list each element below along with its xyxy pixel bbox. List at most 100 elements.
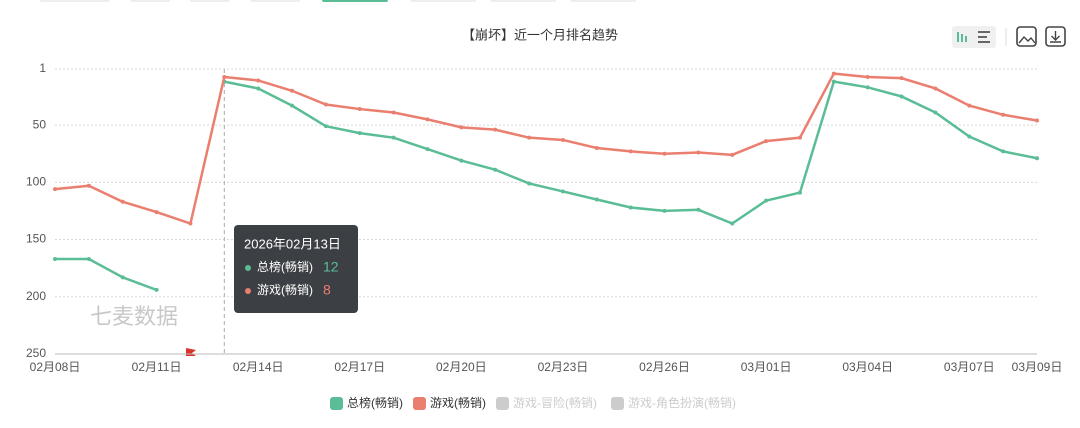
data-point	[154, 210, 159, 215]
data-point	[527, 135, 532, 140]
y-tick-label: 200	[26, 289, 46, 303]
tooltip-box	[234, 225, 358, 313]
data-point	[459, 125, 464, 130]
data-point	[594, 145, 599, 150]
legend-swatch[interactable]	[330, 397, 343, 410]
series-line	[54, 72, 1038, 226]
y-tick-label: 100	[26, 174, 46, 188]
data-point	[391, 135, 396, 140]
y-tick-label: 250	[26, 346, 46, 360]
data-point	[662, 151, 667, 156]
x-tick-label: 02月11日	[132, 360, 182, 374]
legend-swatch[interactable]	[611, 397, 624, 410]
data-point	[865, 75, 870, 80]
data-point	[120, 199, 125, 204]
data-point	[256, 86, 261, 91]
data-point	[256, 78, 261, 83]
x-tick-label: 02月20日	[436, 360, 487, 374]
data-point	[1035, 118, 1039, 123]
tooltip-dot	[245, 288, 251, 294]
event-flag[interactable]	[186, 348, 196, 358]
data-point	[560, 189, 565, 194]
data-point	[290, 103, 295, 108]
data-point	[459, 158, 464, 163]
data-point	[493, 127, 498, 132]
data-point	[797, 135, 802, 140]
legend-label[interactable]: 游戏-冒险(畅销)	[513, 395, 597, 410]
legend-label[interactable]: 游戏(畅销)	[430, 396, 486, 410]
data-point	[730, 152, 735, 157]
legend-label[interactable]: 总榜(畅销)	[347, 395, 403, 410]
data-point	[730, 221, 735, 226]
tooltip-name: 游戏(畅销)	[257, 283, 313, 297]
x-tick-label: 03月04日	[842, 360, 893, 374]
download-icon[interactable]	[1045, 26, 1066, 47]
data-point	[628, 205, 633, 210]
chart-title: 【崩坏】近一个月排名趋势	[462, 27, 618, 42]
x-tick-label: 03月01日	[741, 360, 792, 374]
data-point	[797, 190, 802, 195]
series-line	[55, 80, 1038, 292]
data-point	[899, 94, 904, 99]
x-tick-label: 02月26日	[639, 360, 690, 374]
data-point	[53, 187, 57, 192]
tooltip-value: 12	[323, 259, 339, 275]
x-tick-label: 02月08日	[30, 360, 81, 374]
x-tick-label: 02月23日	[538, 360, 589, 374]
data-point	[628, 149, 633, 154]
y-tick-label: 50	[33, 117, 47, 131]
x-tick-label: 02月17日	[334, 360, 385, 374]
data-point	[527, 181, 532, 186]
data-point	[831, 71, 836, 76]
data-point	[933, 110, 938, 115]
data-point	[120, 275, 125, 280]
data-point	[290, 88, 295, 93]
data-point	[594, 197, 599, 202]
y-tick-label: 150	[26, 232, 46, 246]
data-point	[53, 257, 57, 261]
data-point	[865, 85, 870, 90]
data-point	[831, 79, 836, 84]
legend-label[interactable]: 游戏-角色扮演(畅销)	[628, 395, 736, 410]
data-point	[188, 221, 193, 226]
data-point	[391, 110, 396, 115]
data-point	[696, 207, 701, 212]
watermark: 七麦数据	[90, 304, 178, 329]
data-point	[323, 102, 328, 107]
image-icon[interactable]	[1016, 26, 1037, 47]
data-point	[662, 208, 667, 213]
bar-icon[interactable]	[957, 32, 967, 42]
legend-swatch[interactable]	[413, 397, 426, 410]
data-point	[1001, 112, 1006, 117]
list-icon[interactable]	[978, 31, 990, 43]
data-point	[86, 257, 91, 261]
data-point	[425, 117, 430, 122]
data-point	[899, 76, 904, 81]
data-point	[357, 107, 362, 112]
data-point	[967, 103, 972, 108]
data-point	[696, 150, 701, 155]
data-point	[1001, 149, 1006, 154]
tooltip-name: 总榜(畅销)	[257, 259, 313, 274]
tooltip-dot	[245, 265, 251, 271]
y-tick-label: 1	[39, 61, 46, 75]
x-tick-label: 03月09日	[1012, 360, 1063, 374]
data-point	[1035, 156, 1039, 161]
legend-swatch[interactable]	[496, 397, 509, 410]
x-tick-label: 02月14日	[233, 360, 284, 374]
data-point	[933, 86, 938, 91]
data-point	[967, 134, 972, 139]
tooltip-value: 8	[323, 282, 331, 298]
data-point	[357, 131, 362, 136]
data-point	[560, 137, 565, 142]
data-point	[86, 183, 91, 188]
x-tick-label: 03月07日	[944, 360, 995, 374]
data-point	[493, 167, 498, 172]
top-tabs	[40, 0, 636, 2]
tooltip-title: 2026年02月13日	[244, 236, 341, 251]
data-point	[764, 139, 769, 144]
toolbar[interactable]	[952, 26, 1066, 48]
data-point	[764, 198, 769, 203]
